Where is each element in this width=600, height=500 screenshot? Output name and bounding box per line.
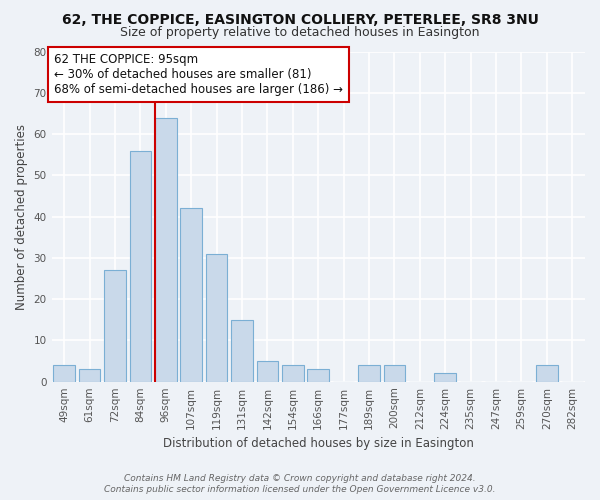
X-axis label: Distribution of detached houses by size in Easington: Distribution of detached houses by size … xyxy=(163,437,474,450)
Bar xyxy=(155,118,176,382)
Bar xyxy=(282,365,304,382)
Bar xyxy=(434,374,456,382)
Bar xyxy=(79,370,100,382)
Bar xyxy=(231,320,253,382)
Bar xyxy=(130,150,151,382)
Bar xyxy=(307,370,329,382)
Bar xyxy=(206,254,227,382)
Bar xyxy=(53,365,75,382)
Bar xyxy=(383,365,405,382)
Bar xyxy=(181,208,202,382)
Text: Size of property relative to detached houses in Easington: Size of property relative to detached ho… xyxy=(120,26,480,39)
Text: Contains HM Land Registry data © Crown copyright and database right 2024.
Contai: Contains HM Land Registry data © Crown c… xyxy=(104,474,496,494)
Bar xyxy=(104,270,126,382)
Text: 62 THE COPPICE: 95sqm
← 30% of detached houses are smaller (81)
68% of semi-deta: 62 THE COPPICE: 95sqm ← 30% of detached … xyxy=(54,53,343,96)
Y-axis label: Number of detached properties: Number of detached properties xyxy=(15,124,28,310)
Bar xyxy=(536,365,557,382)
Bar xyxy=(358,365,380,382)
Bar xyxy=(257,361,278,382)
Text: 62, THE COPPICE, EASINGTON COLLIERY, PETERLEE, SR8 3NU: 62, THE COPPICE, EASINGTON COLLIERY, PET… xyxy=(62,12,538,26)
